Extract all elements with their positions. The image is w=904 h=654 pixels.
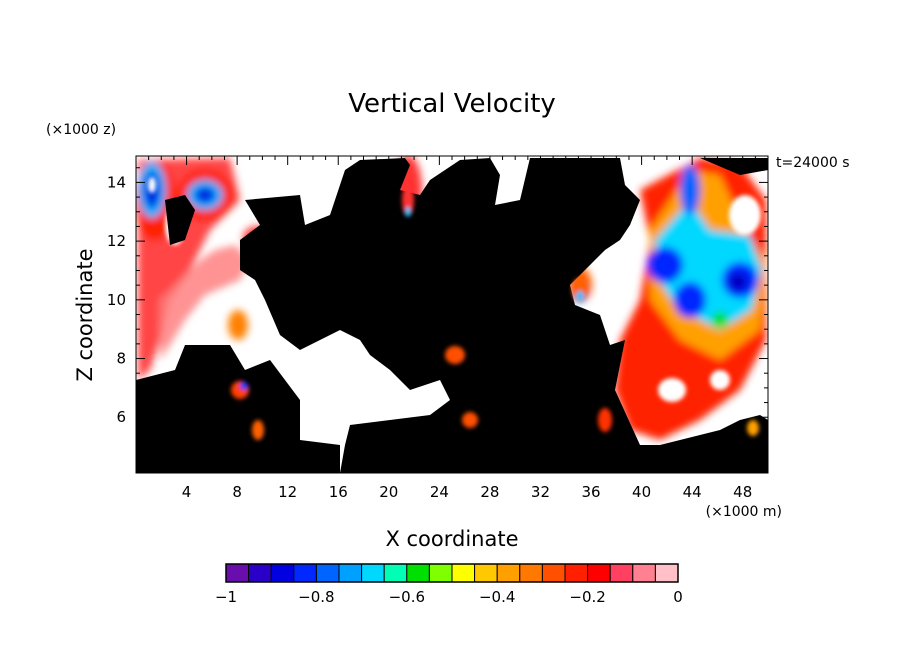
colorbar-swatch xyxy=(225,563,250,583)
colorbar-swatch xyxy=(361,563,385,583)
colorbar-swatch xyxy=(248,563,272,583)
colorbar-swatch xyxy=(654,563,679,583)
x-tick-label: 28 xyxy=(480,483,499,501)
x-tick-label: 40 xyxy=(632,483,651,501)
colorbar: −1 −0.8 −0.6 −0.4 −0.2 0 xyxy=(215,563,683,606)
colorbar-tick-label: −0.8 xyxy=(298,588,334,606)
x-tick-label: 8 xyxy=(232,483,242,501)
x-tick-label: 12 xyxy=(278,483,297,501)
colorbar-swatch xyxy=(541,563,566,583)
colorbar-swatch xyxy=(564,563,589,583)
colorbar-swatch xyxy=(406,563,430,583)
colorbar-swatch xyxy=(587,563,611,583)
y-tick-label: 10 xyxy=(107,291,126,309)
y-axis-label: Z coordinate xyxy=(73,248,97,381)
x-unit-label: (×1000 m) xyxy=(706,504,782,520)
y-tick-label: 8 xyxy=(116,350,126,368)
colorbar-tick-label: −1 xyxy=(215,588,237,606)
chart-title: Vertical Velocity xyxy=(348,89,556,119)
x-tick-label: 48 xyxy=(733,483,752,501)
colorbar-swatch xyxy=(315,563,340,583)
plot-field xyxy=(136,156,768,473)
contour-overlay xyxy=(231,184,759,440)
colorbar-swatch xyxy=(270,563,295,583)
x-axis-label: X coordinate xyxy=(385,527,518,551)
colorbar-swatch xyxy=(338,563,363,583)
x-tick-label: 20 xyxy=(379,483,398,501)
y-tick-label: 14 xyxy=(107,173,126,191)
colorbar-swatch xyxy=(293,563,317,583)
y-tick-label: 6 xyxy=(116,408,126,426)
x-tick-label: 24 xyxy=(430,483,449,501)
colorbar-tick-label: 0 xyxy=(673,588,683,606)
colorbar-tick-label: −0.6 xyxy=(389,588,425,606)
time-label: t=24000 s xyxy=(776,155,850,171)
colorbar-swatch xyxy=(383,563,408,583)
colorbar-swatch xyxy=(496,563,521,583)
colorbar-swatch xyxy=(451,563,476,583)
colorbar-swatch xyxy=(609,563,634,583)
colorbar-frame xyxy=(225,563,679,583)
colorbar-swatch xyxy=(474,563,498,583)
colorbar-tick-label: −0.2 xyxy=(569,588,605,606)
x-ticks: 4 8 12 16 20 24 28 32 36 40 44 48 xyxy=(148,156,756,501)
x-tick-label: 16 xyxy=(329,483,348,501)
x-tick-label: 4 xyxy=(182,483,192,501)
y-ticks: 6 8 10 12 14 xyxy=(107,167,768,462)
colorbar-swatch xyxy=(519,563,543,583)
colorbar-swatch xyxy=(632,563,656,583)
y-tick-label: 12 xyxy=(107,232,126,250)
y-unit-label: (×1000 z) xyxy=(46,122,116,138)
x-tick-label: 44 xyxy=(683,483,702,501)
colorbar-swatch xyxy=(428,563,453,583)
masked-regions xyxy=(136,158,768,473)
x-tick-label: 36 xyxy=(581,483,600,501)
colorbar-tick-label: −0.4 xyxy=(479,588,515,606)
x-tick-label: 32 xyxy=(531,483,550,501)
